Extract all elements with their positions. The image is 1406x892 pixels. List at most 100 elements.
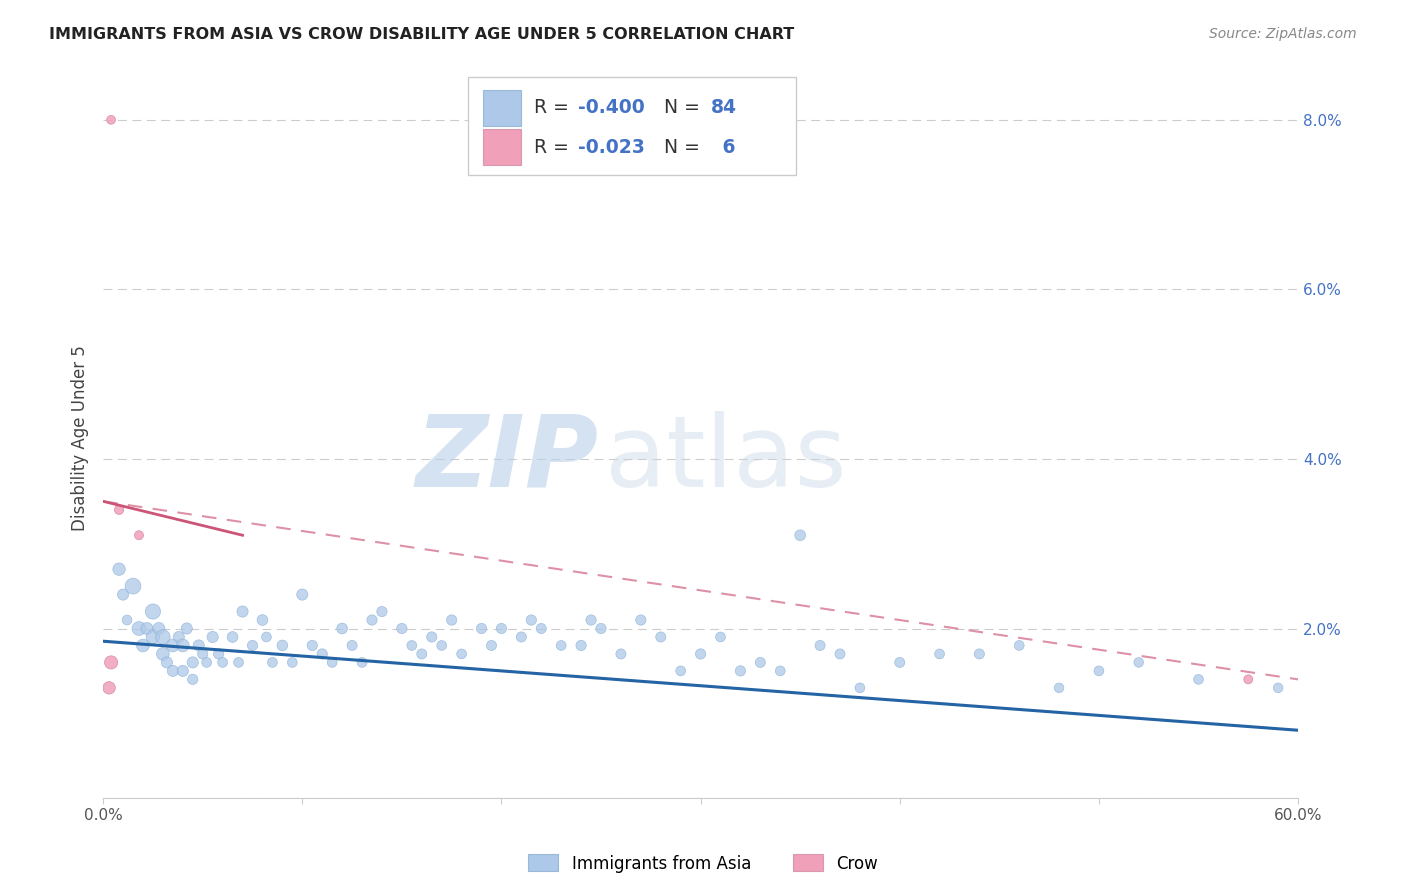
- Point: [108, 503, 131, 517]
- Point: [1047, 681, 1070, 695]
- Text: Source: ZipAtlas.com: Source: ZipAtlas.com: [1209, 27, 1357, 41]
- Point: [1088, 664, 1111, 678]
- Point: [211, 656, 233, 670]
- Point: [201, 630, 224, 644]
- Point: [550, 639, 572, 653]
- Point: [181, 673, 204, 687]
- Point: [142, 630, 165, 644]
- Text: -0.023: -0.023: [578, 138, 644, 157]
- Point: [689, 647, 711, 661]
- Point: [108, 562, 131, 576]
- Point: [450, 647, 472, 661]
- Point: [167, 630, 190, 644]
- Point: [849, 681, 872, 695]
- Point: [232, 605, 254, 619]
- Point: [350, 656, 373, 670]
- Text: atlas: atlas: [605, 411, 846, 508]
- Point: [148, 622, 170, 636]
- Point: [100, 112, 122, 127]
- FancyBboxPatch shape: [468, 78, 796, 175]
- Point: [1187, 673, 1209, 687]
- Point: [330, 622, 353, 636]
- Point: [1008, 639, 1031, 653]
- FancyBboxPatch shape: [484, 90, 522, 126]
- Point: [749, 656, 772, 670]
- Point: [669, 664, 692, 678]
- Point: [181, 656, 204, 670]
- Point: [520, 613, 543, 627]
- Point: [98, 681, 121, 695]
- Point: [301, 639, 323, 653]
- Point: [162, 639, 184, 653]
- Point: [100, 656, 122, 670]
- Point: [589, 622, 612, 636]
- Point: [142, 605, 165, 619]
- Point: [221, 630, 243, 644]
- Point: [128, 622, 150, 636]
- Text: -0.400: -0.400: [578, 98, 644, 117]
- Point: [969, 647, 991, 661]
- Text: N =: N =: [664, 138, 706, 157]
- Point: [401, 639, 423, 653]
- Point: [1128, 656, 1150, 670]
- Point: [510, 630, 533, 644]
- Text: IMMIGRANTS FROM ASIA VS CROW DISABILITY AGE UNDER 5 CORRELATION CHART: IMMIGRANTS FROM ASIA VS CROW DISABILITY …: [49, 27, 794, 42]
- Point: [420, 630, 443, 644]
- Point: [371, 605, 394, 619]
- Point: [162, 664, 184, 678]
- Point: [928, 647, 950, 661]
- Point: [132, 639, 155, 653]
- Point: [808, 639, 831, 653]
- Point: [291, 588, 314, 602]
- Point: [430, 639, 453, 653]
- Point: [491, 622, 513, 636]
- Point: [769, 664, 792, 678]
- Point: [391, 622, 413, 636]
- Point: [340, 639, 363, 653]
- Point: [530, 622, 553, 636]
- Point: [136, 622, 159, 636]
- Point: [152, 630, 174, 644]
- Point: [228, 656, 250, 670]
- Point: [172, 639, 194, 653]
- Y-axis label: Disability Age Under 5: Disability Age Under 5: [72, 345, 89, 531]
- Point: [1237, 673, 1260, 687]
- Point: [321, 656, 343, 670]
- Point: [730, 664, 752, 678]
- Point: [569, 639, 592, 653]
- Point: [262, 656, 284, 670]
- Point: [630, 613, 652, 627]
- Point: [361, 613, 384, 627]
- Text: 84: 84: [711, 98, 737, 117]
- Text: R =: R =: [534, 138, 575, 157]
- Point: [187, 639, 209, 653]
- Point: [889, 656, 911, 670]
- Point: [128, 528, 150, 542]
- Point: [112, 588, 135, 602]
- Point: [122, 579, 145, 593]
- Text: R =: R =: [534, 98, 575, 117]
- Point: [176, 622, 198, 636]
- Point: [610, 647, 633, 661]
- Point: [650, 630, 672, 644]
- Point: [156, 656, 179, 670]
- Point: [208, 647, 231, 661]
- Point: [1267, 681, 1289, 695]
- Point: [271, 639, 294, 653]
- Point: [191, 647, 214, 661]
- Text: 6: 6: [716, 138, 735, 157]
- Point: [789, 528, 811, 542]
- Point: [470, 622, 492, 636]
- Point: [709, 630, 731, 644]
- Point: [281, 656, 304, 670]
- Point: [152, 647, 174, 661]
- Point: [481, 639, 503, 653]
- Point: [579, 613, 602, 627]
- Point: [115, 613, 138, 627]
- Text: N =: N =: [664, 98, 706, 117]
- Text: ZIP: ZIP: [416, 411, 599, 508]
- Point: [252, 613, 274, 627]
- Point: [411, 647, 433, 661]
- Point: [311, 647, 333, 661]
- Point: [440, 613, 463, 627]
